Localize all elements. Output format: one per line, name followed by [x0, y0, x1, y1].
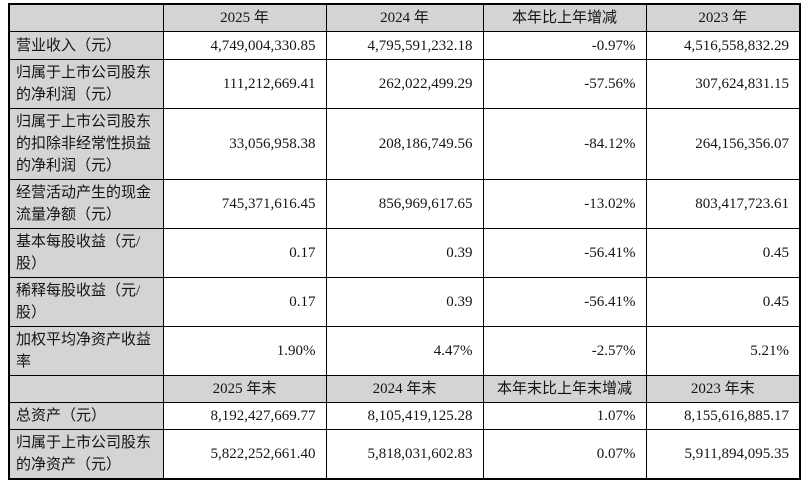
table-row-diluted-eps: 稀释每股收益（元/股） 0.17 0.39 -56.41% 0.45 [8, 277, 801, 327]
row-label: 总资产（元） [8, 402, 164, 430]
table-cell: 264,156,356.07 [645, 108, 801, 180]
table-cell: 8,192,427,669.77 [162, 402, 327, 430]
table-cell: -57.56% [482, 59, 647, 109]
table-cell: 4.47% [325, 326, 484, 376]
section2-header-row: 2025 年末 2024 年末 本年末比上年末增减 2023 年末 [8, 375, 801, 403]
table-cell: 5,818,031,602.83 [325, 429, 484, 480]
table-cell: 0.17 [162, 277, 327, 327]
column-header-2024-end: 2024 年末 [325, 375, 484, 403]
row-label: 归属于上市公司股东的扣除非经常性损益的净利润（元） [8, 108, 164, 180]
table-cell: 8,105,419,125.28 [325, 402, 484, 430]
table-cell: -13.02% [482, 179, 647, 229]
table-cell: 5,911,894,095.35 [645, 429, 801, 480]
table-cell: 0.39 [325, 277, 484, 327]
table-row-total-assets: 总资产（元） 8,192,427,669.77 8,105,419,125.28… [8, 402, 801, 430]
table-cell: -56.41% [482, 277, 647, 327]
table-cell: 0.39 [325, 228, 484, 278]
table-cell: 1.07% [482, 402, 647, 430]
column-header-2025: 2025 年 [162, 3, 327, 32]
table-cell: -2.57% [482, 326, 647, 376]
row-label: 稀释每股收益（元/股） [8, 277, 164, 327]
table-row-operating-cash-flow: 经营活动产生的现金流量净额（元） 745,371,616.45 856,969,… [8, 179, 801, 229]
table-cell: 4,795,591,232.18 [325, 31, 484, 60]
table-row-revenue: 营业收入（元） 4,749,004,330.85 4,795,591,232.1… [8, 31, 801, 60]
column-header-yoy-change: 本年比上年增减 [482, 3, 647, 32]
table-cell: -56.41% [482, 228, 647, 278]
column-header-2025-end: 2025 年末 [162, 375, 327, 403]
table-cell: 262,022,499.29 [325, 59, 484, 109]
column-header-2023: 2023 年 [645, 3, 801, 32]
table-row-net-profit-excl-nonrecurring: 归属于上市公司股东的扣除非经常性损益的净利润（元） 33,056,958.38 … [8, 108, 801, 180]
row-label: 归属于上市公司股东的净利润（元） [8, 59, 164, 109]
table-row-net-assets: 归属于上市公司股东的净资产（元） 5,822,252,661.40 5,818,… [8, 429, 801, 480]
table-cell: -84.12% [482, 108, 647, 180]
row-label: 基本每股收益（元/股） [8, 228, 164, 278]
table-cell: 8,155,616,885.17 [645, 402, 801, 430]
table-cell: 307,624,831.15 [645, 59, 801, 109]
table-cell: 0.45 [645, 228, 801, 278]
table-cell: 208,186,749.56 [325, 108, 484, 180]
table-cell: 4,516,558,832.29 [645, 31, 801, 60]
table-cell: 0.17 [162, 228, 327, 278]
table-cell: 803,417,723.61 [645, 179, 801, 229]
column-header-2024: 2024 年 [325, 3, 484, 32]
column-header-yearend-change: 本年末比上年末增减 [482, 375, 647, 403]
table-cell: 5.21% [645, 326, 801, 376]
table-cell: -0.97% [482, 31, 647, 60]
table-cell: 1.90% [162, 326, 327, 376]
row-label: 加权平均净资产收益率 [8, 326, 164, 376]
corner-cell [8, 375, 164, 403]
table-cell: 0.07% [482, 429, 647, 480]
row-label: 营业收入（元） [8, 31, 164, 60]
column-header-2023-end: 2023 年末 [645, 375, 801, 403]
table-cell: 5,822,252,661.40 [162, 429, 327, 480]
table-cell: 0.45 [645, 277, 801, 327]
table-row-basic-eps: 基本每股收益（元/股） 0.17 0.39 -56.41% 0.45 [8, 228, 801, 278]
table-row-net-profit: 归属于上市公司股东的净利润（元） 111,212,669.41 262,022,… [8, 59, 801, 109]
table-cell: 4,749,004,330.85 [162, 31, 327, 60]
table-cell: 33,056,958.38 [162, 108, 327, 180]
table-cell: 745,371,616.45 [162, 179, 327, 229]
table-cell: 111,212,669.41 [162, 59, 327, 109]
section1-header-row: 2025 年 2024 年 本年比上年增减 2023 年 [8, 3, 801, 32]
financial-summary-table: 2025 年 2024 年 本年比上年增减 2023 年 营业收入（元） 4,7… [8, 3, 801, 480]
row-label: 归属于上市公司股东的净资产（元） [8, 429, 164, 480]
table-cell: 856,969,617.65 [325, 179, 484, 229]
table-row-weighted-avg-roe: 加权平均净资产收益率 1.90% 4.47% -2.57% 5.21% [8, 326, 801, 376]
row-label: 经营活动产生的现金流量净额（元） [8, 179, 164, 229]
corner-cell [8, 3, 164, 32]
